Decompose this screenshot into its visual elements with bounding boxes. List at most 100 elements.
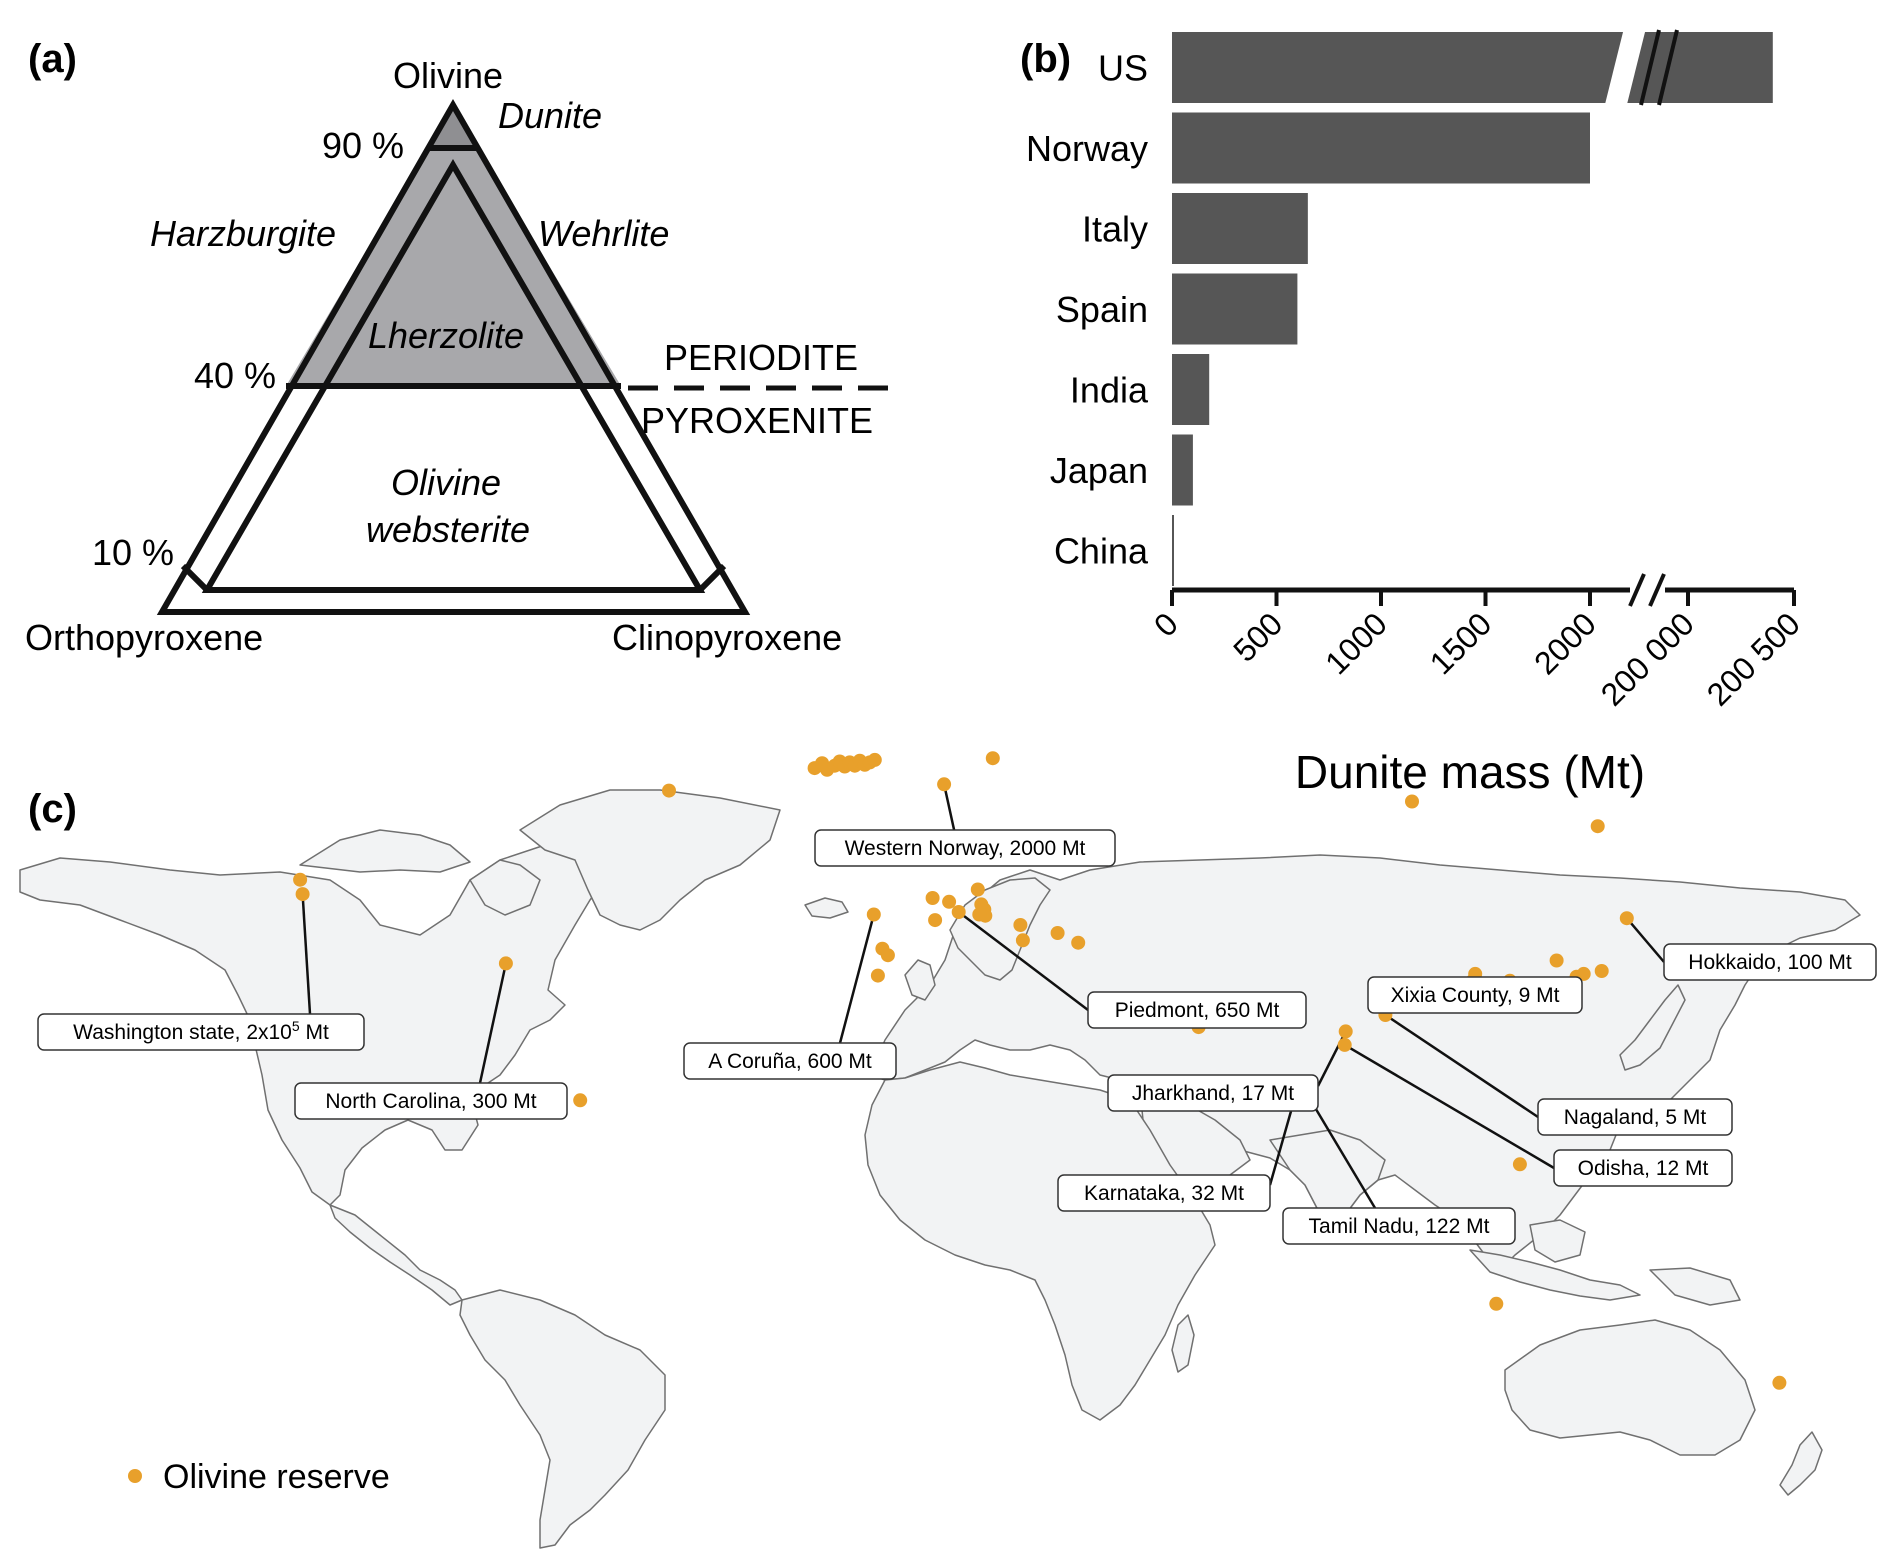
callout-label: Piedmont, 650 Mt xyxy=(1115,999,1280,1022)
callout-box xyxy=(1282,1207,1516,1245)
reserve-point xyxy=(662,783,676,798)
callout-box xyxy=(37,1013,365,1051)
x-axis-break-mark-1 xyxy=(1628,573,1646,607)
x-tick-label-6: 200 500 xyxy=(1700,605,1807,712)
callout-leader xyxy=(478,963,508,1084)
callout: Piedmont, 650 Mt xyxy=(1087,991,1307,1029)
bar-norway xyxy=(1172,112,1590,184)
reserve-point xyxy=(1050,926,1065,940)
callout-label: Hokkaido, 100 Mt xyxy=(1688,951,1852,974)
bar-series xyxy=(1172,29,1773,586)
category-label-spain: Spain xyxy=(1056,289,1148,330)
label-10-percent: 10 % xyxy=(92,532,174,573)
callout-leader xyxy=(838,914,876,1044)
callout: A Coruña, 600 Mt xyxy=(683,1042,897,1080)
vertex-olivine: Olivine xyxy=(393,55,503,96)
callout-label: North Carolina, 300 Mt xyxy=(325,1090,536,1113)
reserve-point xyxy=(295,887,310,902)
x-tick-label-3: 1500 xyxy=(1423,605,1499,681)
land-south-america xyxy=(459,1289,666,1549)
category-label-india: India xyxy=(1070,370,1149,411)
callout-label: Jharkhand, 17 Mt xyxy=(1132,1082,1294,1105)
callout-box xyxy=(1107,1074,1319,1112)
vertex-orthopyroxene: Orthopyroxene xyxy=(25,617,263,658)
reserve-point xyxy=(866,907,881,922)
reserve-point xyxy=(1594,964,1609,978)
reserve-point xyxy=(925,891,940,905)
callout-box xyxy=(1537,1098,1733,1136)
x-tick-label-1: 500 xyxy=(1226,605,1289,668)
bar-italy xyxy=(1172,193,1308,264)
label-harzburgite: Harzburgite xyxy=(150,213,336,254)
land-new-guinea xyxy=(1649,1267,1741,1306)
bar-india xyxy=(1172,354,1210,425)
reserve-point xyxy=(498,956,513,971)
panel-b-bar-chart: (b) US Norway Italy Spain India Japan China 0 5… xyxy=(1020,29,1807,798)
label-lherzolite: Lherzolite xyxy=(368,315,524,356)
reserve-point xyxy=(880,948,895,963)
callout: Nagaland, 5 Mt xyxy=(1537,1098,1733,1136)
legend-marker xyxy=(128,1469,142,1483)
line-10-percent-right xyxy=(697,563,727,593)
reserve-point xyxy=(1576,966,1591,981)
reserve-point xyxy=(972,907,987,922)
bar-japan xyxy=(1172,434,1193,506)
reserve-point xyxy=(985,751,1000,766)
category-label-norway: Norway xyxy=(1026,128,1148,169)
reserve-point xyxy=(293,872,308,887)
ternary-outer-triangle xyxy=(156,98,751,615)
callout-box xyxy=(1553,1149,1733,1187)
reserve-point xyxy=(1512,1157,1527,1172)
callout-superscript: 5 xyxy=(292,1018,300,1034)
x-tick-label-2: 1000 xyxy=(1318,605,1394,681)
bar-break-gap xyxy=(1604,30,1646,105)
callout-label: Odisha, 12 Mt xyxy=(1578,1157,1709,1180)
callout: North Carolina, 300 Mt xyxy=(294,1082,568,1120)
bar-china xyxy=(1172,515,1174,586)
callout-box xyxy=(294,1082,568,1120)
x-axis-title: Dunite mass (Mt) xyxy=(1295,746,1645,798)
reserve-point xyxy=(937,777,952,792)
reserve-point xyxy=(928,913,943,928)
panel-a-ternary: (a) Olivine Dunite 90 % Harzburgite Wehr… xyxy=(25,37,890,658)
label-40-percent: 40 % xyxy=(194,355,276,396)
label-pyroxenite: PYROXENITE xyxy=(641,400,873,441)
panel-a-label: (a) xyxy=(28,37,77,81)
callout-label: A Coruña, 600 Mt xyxy=(708,1050,872,1073)
panel-c-label: (c) xyxy=(28,787,77,831)
callout: Odisha, 12 Mt xyxy=(1553,1149,1733,1187)
reserve-point xyxy=(970,882,985,897)
land-africa xyxy=(864,1061,1216,1421)
category-label-us: US xyxy=(1098,48,1148,89)
land-eurasia xyxy=(869,854,1861,1271)
land-greenland xyxy=(519,789,781,931)
land-central-america xyxy=(329,1204,463,1306)
callout-box xyxy=(1663,943,1877,981)
land-madagascar xyxy=(1171,1314,1195,1373)
callout-label: Karnataka, 32 Mt xyxy=(1084,1182,1244,1205)
bar-spain xyxy=(1172,273,1298,345)
reserve-point xyxy=(1772,1375,1787,1390)
callout: Xixia County, 9 Mt xyxy=(1367,976,1583,1014)
land-japan xyxy=(1619,984,1686,1071)
land-india xyxy=(1269,1129,1386,1241)
reserve-point xyxy=(1590,819,1605,834)
olivine-websterite-field xyxy=(207,386,700,590)
reserve-point xyxy=(1015,933,1030,948)
panel-b-label: (b) xyxy=(1020,37,1071,81)
label-olivine-websterite-line1: Olivine xyxy=(391,462,501,503)
callout: Tamil Nadu, 122 Mt xyxy=(1282,1207,1516,1245)
callout-leader xyxy=(301,894,312,1015)
x-tick-label-0: 0 xyxy=(1147,605,1185,643)
reserve-point xyxy=(1013,918,1028,932)
dunite-field xyxy=(428,105,478,148)
land-indonesia xyxy=(1469,1249,1641,1301)
category-label-china: China xyxy=(1054,531,1149,572)
reserve-point xyxy=(1338,1024,1353,1039)
land-borneo xyxy=(1529,1219,1586,1263)
label-periodite: PERIODITE xyxy=(664,337,858,378)
callout: Western Norway, 2000 Mt xyxy=(814,829,1116,867)
reserve-point xyxy=(1405,794,1419,809)
land-australia xyxy=(1504,1319,1756,1456)
